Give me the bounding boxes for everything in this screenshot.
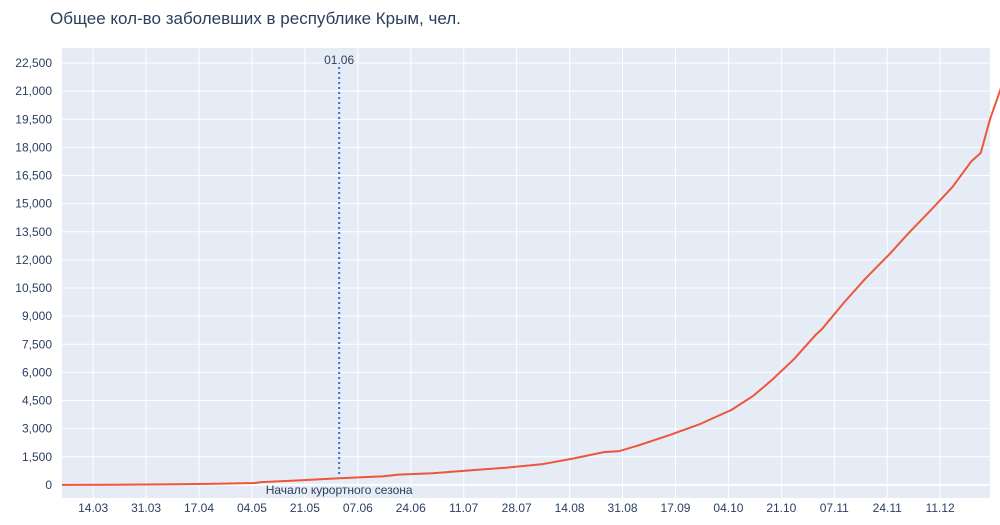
annotation-bottom-label: Начало курортного сезона: [266, 483, 413, 497]
y-tick-label: 15,000: [15, 197, 52, 211]
x-tick-label: 07.06: [343, 501, 373, 515]
y-axis-ticks: 0 1,500 3,000 4,500 6,000 7,500 9,000 10,500 12,…: [15, 56, 52, 492]
y-tick-label: 21,000: [15, 84, 52, 98]
y-tick-label: 7,500: [22, 337, 52, 351]
x-tick-label: 24.06: [396, 501, 426, 515]
series-layer: [61, 87, 1000, 486]
gridlines: [62, 48, 990, 498]
x-axis-ticks: 14.03 31.03 17.04 04.05 21.05 07.06 24.06 11.07…: [78, 501, 955, 515]
x-tick-label: 31.08: [608, 501, 638, 515]
y-tick-label: 9,000: [22, 309, 52, 323]
series-line: [61, 87, 1000, 486]
y-tick-label: 3,000: [22, 422, 52, 436]
chart-title: Общее кол-во заболевших в республике Кры…: [50, 9, 461, 28]
x-tick-label: 21.10: [766, 501, 796, 515]
x-tick-label: 04.10: [713, 501, 743, 515]
y-tick-label: 18,000: [15, 140, 52, 154]
y-tick-label: 6,000: [22, 365, 52, 379]
plot-background: [62, 48, 990, 498]
x-tick-label: 17.09: [660, 501, 690, 515]
x-tick-label: 04.05: [237, 501, 267, 515]
x-tick-label: 17.04: [184, 501, 214, 515]
x-tick-label: 28.07: [502, 501, 532, 515]
y-tick-label: 10,500: [15, 281, 52, 295]
annotation-top-label: 01.06: [324, 53, 354, 67]
x-tick-label: 24.11: [873, 501, 902, 515]
y-tick-label: 4,500: [22, 394, 52, 408]
x-tick-label: 31.03: [131, 501, 161, 515]
y-tick-label: 1,500: [22, 450, 52, 464]
annotation-layer: 01.06 Начало курортного сезона: [266, 53, 413, 497]
y-tick-label: 13,500: [15, 225, 52, 239]
y-tick-label: 12,000: [15, 253, 52, 267]
y-tick-label: 22,500: [15, 56, 52, 70]
x-tick-label: 11.12: [926, 501, 955, 515]
y-tick-label: 16,500: [15, 169, 52, 183]
x-tick-label: 11.07: [449, 501, 478, 515]
x-tick-label: 21.05: [290, 501, 320, 515]
x-tick-label: 14.03: [78, 501, 108, 515]
x-tick-label: 07.11: [820, 501, 849, 515]
x-tick-label: 14.08: [555, 501, 585, 515]
y-tick-label: 0: [45, 478, 52, 492]
y-tick-label: 19,500: [15, 112, 52, 126]
